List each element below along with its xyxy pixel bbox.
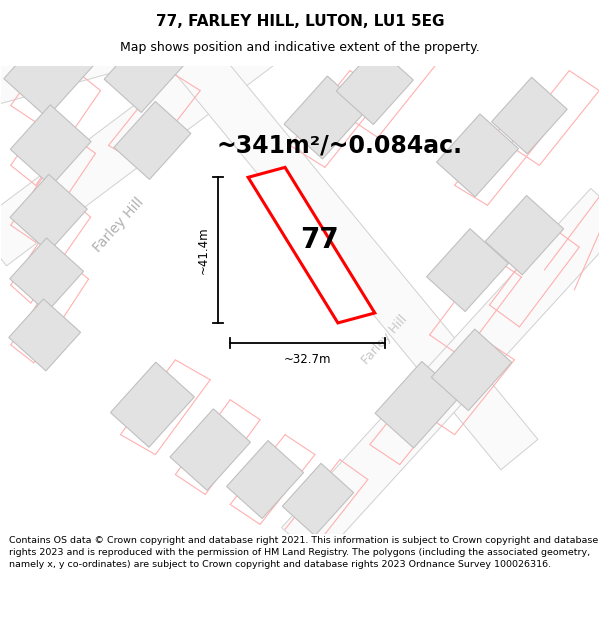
Polygon shape [114, 101, 191, 179]
Polygon shape [170, 409, 250, 491]
Polygon shape [10, 238, 83, 312]
Polygon shape [104, 29, 187, 112]
Text: Map shows position and indicative extent of the property.: Map shows position and indicative extent… [120, 41, 480, 54]
Polygon shape [0, 0, 286, 105]
Text: 77: 77 [300, 226, 339, 254]
Polygon shape [9, 299, 80, 371]
Polygon shape [437, 114, 518, 197]
Polygon shape [10, 105, 91, 186]
Polygon shape [4, 18, 101, 118]
Text: ~341m²/~0.084ac.: ~341m²/~0.084ac. [217, 133, 463, 158]
Text: 77, FARLEY HILL, LUTON, LU1 5EG: 77, FARLEY HILL, LUTON, LU1 5EG [156, 14, 444, 29]
Polygon shape [284, 76, 366, 159]
Polygon shape [110, 362, 194, 448]
Polygon shape [248, 168, 375, 323]
Polygon shape [227, 441, 304, 519]
Polygon shape [336, 47, 413, 124]
Polygon shape [0, 0, 326, 266]
Text: ~32.7m: ~32.7m [284, 353, 331, 366]
Text: ~41.4m: ~41.4m [197, 226, 210, 274]
Polygon shape [132, 0, 538, 470]
Polygon shape [375, 361, 460, 448]
Polygon shape [282, 463, 353, 536]
Polygon shape [491, 78, 567, 154]
Polygon shape [427, 229, 509, 311]
Text: Contains OS data © Crown copyright and database right 2021. This information is : Contains OS data © Crown copyright and d… [9, 536, 598, 569]
Polygon shape [431, 329, 512, 411]
Polygon shape [281, 189, 600, 561]
Polygon shape [10, 174, 87, 252]
Text: Farley Hill: Farley Hill [91, 195, 146, 255]
Polygon shape [485, 196, 563, 275]
Text: Farley Hill: Farley Hill [359, 312, 410, 367]
